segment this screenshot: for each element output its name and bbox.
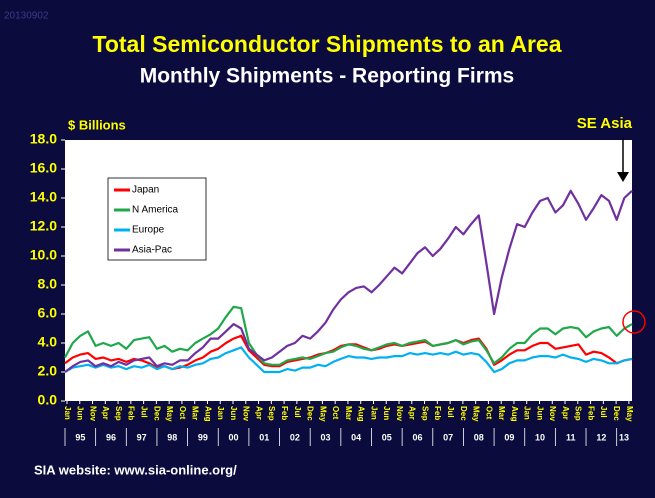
x-tick-label: Dec <box>612 406 621 421</box>
x-tick-label: Apr <box>408 406 417 420</box>
x-tick-label: Feb <box>433 406 442 420</box>
x-tick-label: Jul <box>446 406 455 418</box>
x-tick-label: Nov <box>395 406 404 422</box>
x-tick-label: Mar <box>344 406 353 420</box>
year-label: 03 <box>321 432 331 442</box>
x-tick-label: Nov <box>548 406 557 422</box>
chart-title: Total Semiconductor Shipments to an Area <box>92 31 561 57</box>
x-tick-label: Oct <box>331 406 340 420</box>
x-tick-label: Oct <box>178 406 187 420</box>
x-tick-label: Sep <box>267 406 276 421</box>
x-tick-label: Jun <box>76 406 85 420</box>
legend-label: Japan <box>132 185 159 196</box>
y-tick-label: 18.0 <box>30 131 57 147</box>
year-label: 00 <box>229 432 239 442</box>
x-tick-label: Jun <box>535 406 544 420</box>
x-tick-label: Feb <box>280 406 289 420</box>
y-tick-label: 12.0 <box>30 218 57 234</box>
x-tick-label: Jul <box>599 406 608 418</box>
year-label: 07 <box>443 432 453 442</box>
year-label: 08 <box>474 432 484 442</box>
y-tick-label: 16.0 <box>30 160 57 176</box>
year-label: 13 <box>619 432 629 442</box>
year-label: 97 <box>137 432 147 442</box>
x-tick-label: Oct <box>484 406 493 420</box>
y-tick-label: 14.0 <box>30 189 57 205</box>
x-tick-label: Apr <box>254 406 263 420</box>
legend-box <box>107 177 207 261</box>
x-tick-label: Sep <box>114 406 123 421</box>
legend-label: Europe <box>132 225 165 236</box>
year-label: 06 <box>412 432 422 442</box>
x-tick-label: Jan <box>63 406 72 420</box>
year-label: 10 <box>535 432 545 442</box>
x-tick-label: Dec <box>152 406 161 421</box>
x-tick-label: Mar <box>191 406 200 420</box>
y-tick-label: 4.0 <box>38 334 58 350</box>
year-label: 12 <box>596 432 606 442</box>
series-line <box>64 346 633 374</box>
year-label: 95 <box>75 432 85 442</box>
x-tick-label: May <box>318 406 327 422</box>
x-tick-label: May <box>472 406 481 422</box>
year-label: 99 <box>198 432 208 442</box>
x-tick-label: Jan <box>369 406 378 420</box>
year-label: 05 <box>382 432 392 442</box>
x-tick-label: Jul <box>140 406 149 418</box>
y-tick-label: 8.0 <box>38 276 58 292</box>
x-tick-label: Feb <box>586 406 595 420</box>
highlight-circle <box>622 310 646 334</box>
arrow-head <box>617 172 629 182</box>
x-tick-label: Jul <box>293 406 302 418</box>
x-tick-label: Apr <box>101 406 110 420</box>
legend-label: N America <box>132 205 179 216</box>
series-line <box>64 189 633 373</box>
y-tick-label: 0.0 <box>38 392 58 408</box>
x-tick-label: Aug <box>510 406 519 422</box>
x-tick-label: Aug <box>203 406 212 422</box>
x-tick-label: Nov <box>88 406 97 422</box>
x-tick-label: Dec <box>459 406 468 421</box>
x-tick-label: Aug <box>357 406 366 422</box>
year-label: 98 <box>167 432 177 442</box>
year-label: 02 <box>290 432 300 442</box>
year-label: 01 <box>259 432 269 442</box>
x-tick-label: Mar <box>497 406 506 420</box>
year-label: 11 <box>566 432 576 442</box>
y-tick-label: 10.0 <box>30 247 57 263</box>
y-tick-label: 2.0 <box>38 363 58 379</box>
x-tick-label: May <box>165 406 174 422</box>
x-tick-label: Jun <box>382 406 391 420</box>
x-tick-label: Feb <box>127 406 136 420</box>
year-label: 96 <box>106 432 116 442</box>
x-tick-label: Nov <box>242 406 251 422</box>
chart-subtitle: Monthly Shipments - Reporting Firms <box>140 65 515 88</box>
year-label: 04 <box>351 432 361 442</box>
x-tick-label: Sep <box>574 406 583 421</box>
y-tick-label: 6.0 <box>38 305 58 321</box>
x-tick-label: Jan <box>216 406 225 420</box>
x-tick-label: Apr <box>561 406 570 420</box>
series-line <box>64 305 633 366</box>
x-tick-label: Dec <box>306 406 315 421</box>
x-tick-label: Sep <box>420 406 429 421</box>
legend-label: Asia-Pac <box>132 245 172 256</box>
x-tick-label: May <box>625 406 634 422</box>
footer: SIA website: www.sia-online.org/ <box>34 462 237 477</box>
x-tick-label: Jun <box>229 406 238 420</box>
annotation: SE Asia <box>577 115 633 132</box>
x-tick-label: Jan <box>523 406 532 420</box>
stamp: 20130902 <box>4 11 49 22</box>
y-axis-label: $ Billions <box>68 117 126 132</box>
year-label: 09 <box>504 432 514 442</box>
